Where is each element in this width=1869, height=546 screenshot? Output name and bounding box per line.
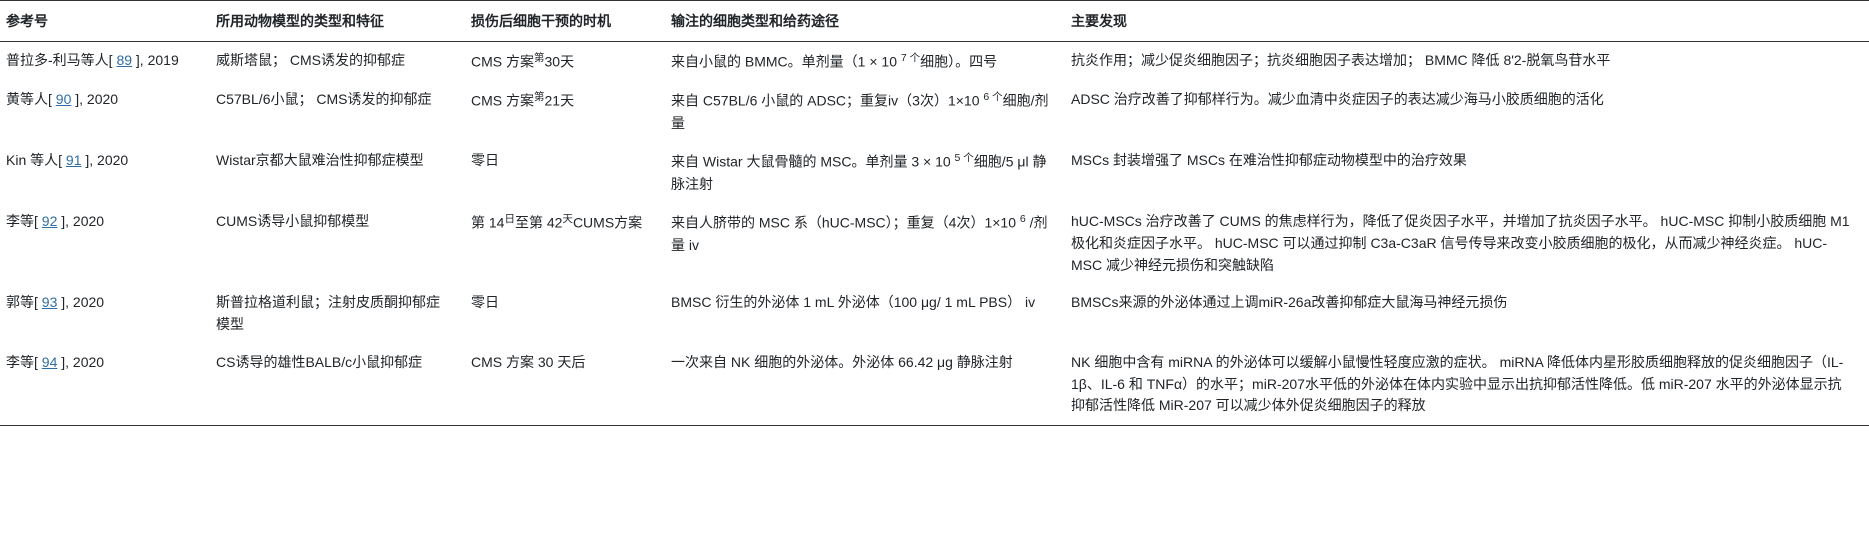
author-suffix: ], 2020 [57,213,104,229]
cell-timing: 零日 [465,142,665,203]
cell-ref: Kin 等人[ 91 ], 2020 [0,142,210,203]
cell-timing: 第 14日至第 42天CUMS方案 [465,203,665,284]
cell-animal: CS诱导的雄性BALB/c小鼠抑郁症 [210,344,465,426]
author-prefix: Kin 等人[ [6,152,66,168]
table-row: 普拉多-利马等人[ 89 ], 2019威斯塔鼠； CMS诱发的抑郁症CMS 方… [0,42,1869,82]
author-suffix: ], 2020 [57,294,104,310]
table-row: 李等[ 92 ], 2020CUMS诱导小鼠抑郁模型第 14日至第 42天CUM… [0,203,1869,284]
cell-findings: NK 细胞中含有 miRNA 的外泌体可以缓解小鼠慢性轻度应激的症状。 miRN… [1065,344,1869,426]
cell-findings: 抗炎作用；减少促炎细胞因子；抗炎细胞因子表达增加； BMMC 降低 8'2-脱氧… [1065,42,1869,82]
cell-animal: CUMS诱导小鼠抑郁模型 [210,203,465,284]
author-prefix: 李等[ [6,213,42,229]
author-suffix: ], 2020 [57,354,104,370]
cell-ref: 普拉多-利马等人[ 89 ], 2019 [0,42,210,82]
cell-ref: 李等[ 92 ], 2020 [0,203,210,284]
cell-timing: CMS 方案第30天 [465,42,665,82]
author-prefix: 普拉多-利马等人[ [6,52,116,68]
cell-timing: CMS 方案第21天 [465,81,665,142]
cell-findings: ADSC 治疗改善了抑郁样行为。减少血清中炎症因子的表达减少海马小胶质细胞的活化 [1065,81,1869,142]
cell-findings: BMSCs来源的外泌体通过上调miR-26a改善抑郁症大鼠海马神经元损伤 [1065,284,1869,343]
table-row: 黄等人[ 90 ], 2020C57BL/6小鼠； CMS诱发的抑郁症CMS 方… [0,81,1869,142]
author-prefix: 李等[ [6,354,42,370]
cell-findings: MSCs 封装增强了 MSCs 在难治性抑郁症动物模型中的治疗效果 [1065,142,1869,203]
col-header-cell: 输注的细胞类型和给药途径 [665,1,1065,42]
table-header-row: 参考号 所用动物模型的类型和特征 损伤后细胞干预的时机 输注的细胞类型和给药途径… [0,1,1869,42]
cell-celltype: 来自人脐带的 MSC 系（hUC-MSC）；重复（4次）1×10 6 /剂量 i… [665,203,1065,284]
reference-link[interactable]: 89 [116,52,132,68]
cell-animal: 斯普拉格道利鼠；注射皮质酮抑郁症模型 [210,284,465,343]
cell-animal: Wistar京都大鼠难治性抑郁症模型 [210,142,465,203]
cell-animal: C57BL/6小鼠； CMS诱发的抑郁症 [210,81,465,142]
cell-ref: 郭等[ 93 ], 2020 [0,284,210,343]
author-suffix: ], 2020 [71,91,118,107]
cell-celltype: 来自小鼠的 BMMC。单剂量（1 × 10 7 个细胞）。四号 [665,42,1065,82]
reference-link[interactable]: 92 [42,213,58,229]
cell-ref: 李等[ 94 ], 2020 [0,344,210,426]
evidence-table: 参考号 所用动物模型的类型和特征 损伤后细胞干预的时机 输注的细胞类型和给药途径… [0,0,1869,426]
col-header-timing: 损伤后细胞干预的时机 [465,1,665,42]
cell-animal: 威斯塔鼠； CMS诱发的抑郁症 [210,42,465,82]
col-header-findings: 主要发现 [1065,1,1869,42]
cell-celltype: 来自 C57BL/6 小鼠的 ADSC；重复iv（3次）1×10 6 个细胞/剂… [665,81,1065,142]
col-header-animal: 所用动物模型的类型和特征 [210,1,465,42]
author-prefix: 郭等[ [6,294,42,310]
author-suffix: ], 2019 [132,52,179,68]
cell-timing: 零日 [465,284,665,343]
cell-celltype: 来自 Wistar 大鼠骨髓的 MSC。单剂量 3 × 10 5 个细胞/5 μ… [665,142,1065,203]
cell-ref: 黄等人[ 90 ], 2020 [0,81,210,142]
col-header-ref: 参考号 [0,1,210,42]
cell-findings: hUC-MSCs 治疗改善了 CUMS 的焦虑样行为，降低了促炎因子水平，并增加… [1065,203,1869,284]
reference-link[interactable]: 93 [42,294,58,310]
reference-link[interactable]: 94 [42,354,58,370]
author-prefix: 黄等人[ [6,91,56,107]
table-row: 李等[ 94 ], 2020CS诱导的雄性BALB/c小鼠抑郁症CMS 方案 3… [0,344,1869,426]
table-row: 郭等[ 93 ], 2020斯普拉格道利鼠；注射皮质酮抑郁症模型零日BMSC 衍… [0,284,1869,343]
cell-celltype: BMSC 衍生的外泌体 1 mL 外泌体（100 μg/ 1 mL PBS） i… [665,284,1065,343]
cell-timing: CMS 方案 30 天后 [465,344,665,426]
author-suffix: ], 2020 [81,152,128,168]
reference-link[interactable]: 91 [66,152,82,168]
table-row: Kin 等人[ 91 ], 2020Wistar京都大鼠难治性抑郁症模型零日来自… [0,142,1869,203]
reference-link[interactable]: 90 [56,91,72,107]
cell-celltype: 一次来自 NK 细胞的外泌体。外泌体 66.42 μg 静脉注射 [665,344,1065,426]
